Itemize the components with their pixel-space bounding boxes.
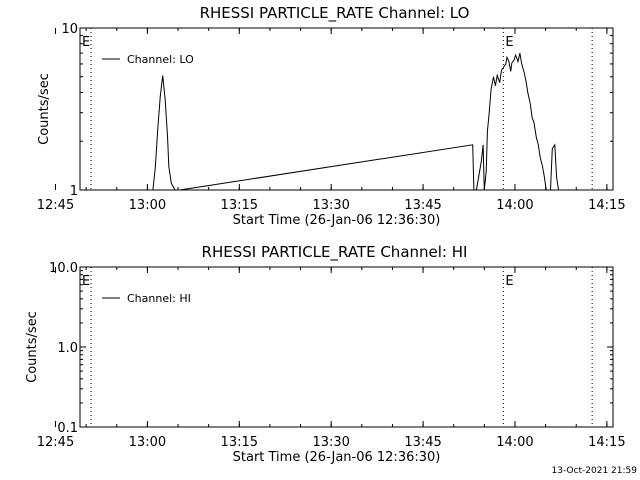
hi-event-marker: E — [505, 274, 513, 289]
lo-x-tick-label: 14:15 — [588, 198, 625, 213]
lo-x-tick-label: 13:30 — [312, 198, 349, 213]
hi-y-axis-label: Counts/sec — [25, 311, 40, 383]
lo-x-tick-label: 13:45 — [404, 198, 441, 213]
hi-event-marker: E — [82, 274, 90, 289]
lo-y-tick-label: 10 — [61, 22, 78, 37]
hi-x-tick-label: 13:45 — [404, 435, 441, 450]
lo-chart-title: RHESSI PARTICLE_RATE Channel: LO — [200, 4, 470, 23]
hi-x-tick-label: 13:15 — [221, 435, 258, 450]
hi-x-tick-label: 13:30 — [312, 435, 349, 450]
hi-x-axis-label: Start Time (26-Jan-06 12:36:30) — [233, 450, 441, 465]
lo-series-line — [152, 52, 561, 191]
hi-plot-frame — [79, 266, 614, 428]
lo-x-tick-label: 12:45 — [37, 198, 74, 213]
lo-x-axis-label: Start Time (26-Jan-06 12:36:30) — [233, 213, 441, 228]
hi-y-tick-label: 10.0 — [49, 261, 78, 276]
lo-x-tick-label: 13:15 — [221, 198, 258, 213]
lo-y-axis-label: Counts/sec — [37, 73, 52, 145]
lo-event-marker: E — [505, 35, 513, 50]
lo-event-marker: E — [82, 35, 90, 50]
plot-timestamp: 13-Oct-2021 21:59 — [551, 466, 637, 476]
hi-chart-title: RHESSI PARTICLE_RATE Channel: HI — [202, 243, 468, 262]
lo-y-tick-label: 1 — [70, 184, 78, 199]
lo-plot-frame — [79, 27, 614, 191]
lo-legend-label: Channel: LO — [127, 53, 194, 66]
hi-y-tick-label: 1.0 — [57, 341, 78, 356]
hi-x-tick-label: 12:45 — [37, 435, 74, 450]
hi-x-tick-label: 14:15 — [588, 435, 625, 450]
lo-x-tick-label: 14:00 — [496, 198, 533, 213]
hi-x-tick-label: 13:00 — [129, 435, 166, 450]
hi-y-tick-label: 0.1 — [57, 421, 78, 436]
hi-x-tick-label: 14:00 — [496, 435, 533, 450]
lo-x-tick-label: 13:00 — [129, 198, 166, 213]
hi-legend-label: Channel: HI — [127, 292, 191, 305]
